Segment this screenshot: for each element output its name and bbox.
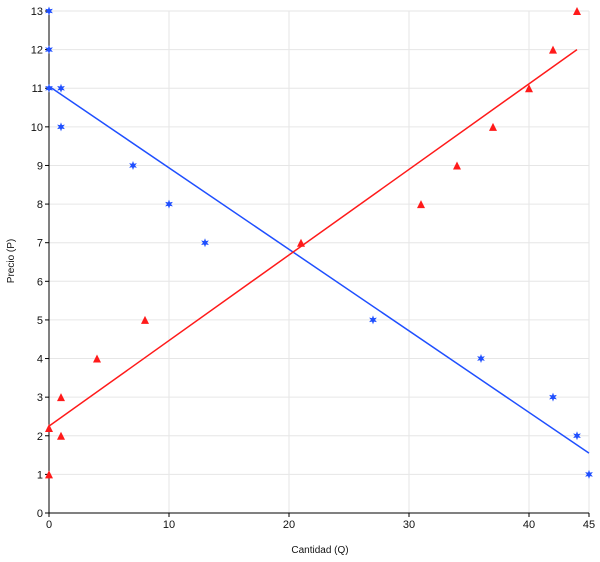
star-point <box>201 238 209 248</box>
trendline-series-1 <box>48 85 590 454</box>
triangle-point <box>549 45 557 54</box>
y-tick-label: 4 <box>37 354 43 366</box>
data-points <box>45 6 593 479</box>
y-tick-label: 0 <box>37 508 43 520</box>
x-tick-label: 30 <box>403 519 415 531</box>
triangle-point <box>453 161 461 170</box>
grid <box>48 10 590 514</box>
x-tick-label: 10 <box>163 519 175 531</box>
star-point <box>477 354 485 364</box>
triangle-point <box>57 393 65 402</box>
y-tick-label: 8 <box>37 199 43 211</box>
y-tick-label: 6 <box>37 276 43 288</box>
star-point <box>45 83 53 93</box>
star-point <box>45 45 53 55</box>
y-axis-title: Precio (P) <box>6 239 17 283</box>
x-tick-label: 20 <box>283 519 295 531</box>
star-point <box>573 431 581 441</box>
y-tick-label: 7 <box>37 238 43 250</box>
triangle-point <box>297 238 305 247</box>
triangle-point <box>489 122 497 131</box>
y-tick-label: 13 <box>31 6 43 18</box>
star-point <box>57 83 65 93</box>
triangle-point <box>45 470 53 479</box>
x-tick-label: 0 <box>46 519 52 531</box>
triangle-point <box>525 84 533 93</box>
y-tick-label: 10 <box>31 122 43 134</box>
y-tick-label: 1 <box>37 469 43 481</box>
x-tick-label: 40 <box>523 519 535 531</box>
triangle-point <box>57 431 65 440</box>
triangle-point <box>417 200 425 209</box>
trendline-series-2 <box>48 49 578 427</box>
star-point <box>45 6 53 16</box>
star-point <box>165 199 173 209</box>
triangle-point <box>93 354 101 363</box>
star-point <box>369 315 377 325</box>
star-point <box>549 392 557 402</box>
y-tick-label: 9 <box>37 160 43 172</box>
trendlines <box>48 49 590 454</box>
triangle-point <box>573 7 581 15</box>
y-tick-label: 3 <box>37 392 43 404</box>
y-tick-label: 5 <box>37 315 43 327</box>
star-point <box>585 469 593 479</box>
y-tick-label: 2 <box>37 431 43 443</box>
triangle-point <box>45 424 53 433</box>
axes <box>45 10 590 517</box>
y-tick-label: 12 <box>31 45 43 57</box>
star-point <box>57 122 65 132</box>
star-point <box>129 160 137 170</box>
y-tick-label: 11 <box>32 83 43 95</box>
triangle-point <box>141 315 149 324</box>
x-tick-label: 45 <box>583 519 595 531</box>
x-axis-title: Cantidad (Q) <box>291 545 348 556</box>
